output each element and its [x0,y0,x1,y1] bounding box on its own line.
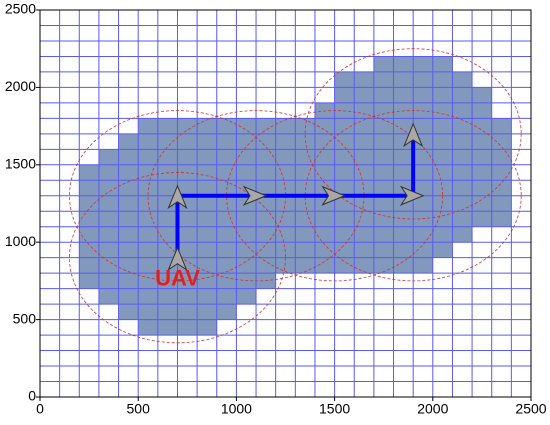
uav-label: UAV [155,265,200,290]
y-tick-label: 2000 [5,78,36,94]
sensor-range [304,48,522,220]
x-tick-label: 2000 [417,401,448,417]
x-tick-label: 2500 [515,401,546,417]
arrowhead [167,184,188,210]
x-tick-label: 1000 [221,401,252,417]
sensor-range [69,172,286,344]
y-tick-label: 1000 [5,233,36,249]
y-tick-label: 1500 [5,156,36,172]
sensor-range [304,110,522,282]
covered-cells [79,242,453,258]
arrowhead [167,246,188,272]
arrowhead [321,185,346,206]
uav-path [175,133,416,258]
arrowhead [403,122,424,148]
arrowhead [399,185,425,206]
y-tick-label: 500 [13,310,37,326]
arrowhead [242,185,268,206]
covered-cells [98,149,512,165]
covered-cells [334,71,473,88]
sensor-range [226,110,444,282]
y-tick-label: 2500 [5,1,36,17]
y-tick-label: 0 [28,388,36,404]
plot-frame [39,9,532,398]
x-tick-label: 500 [127,401,151,417]
x-tick-label: 0 [36,401,44,417]
x-tick-label: 1500 [319,401,350,417]
